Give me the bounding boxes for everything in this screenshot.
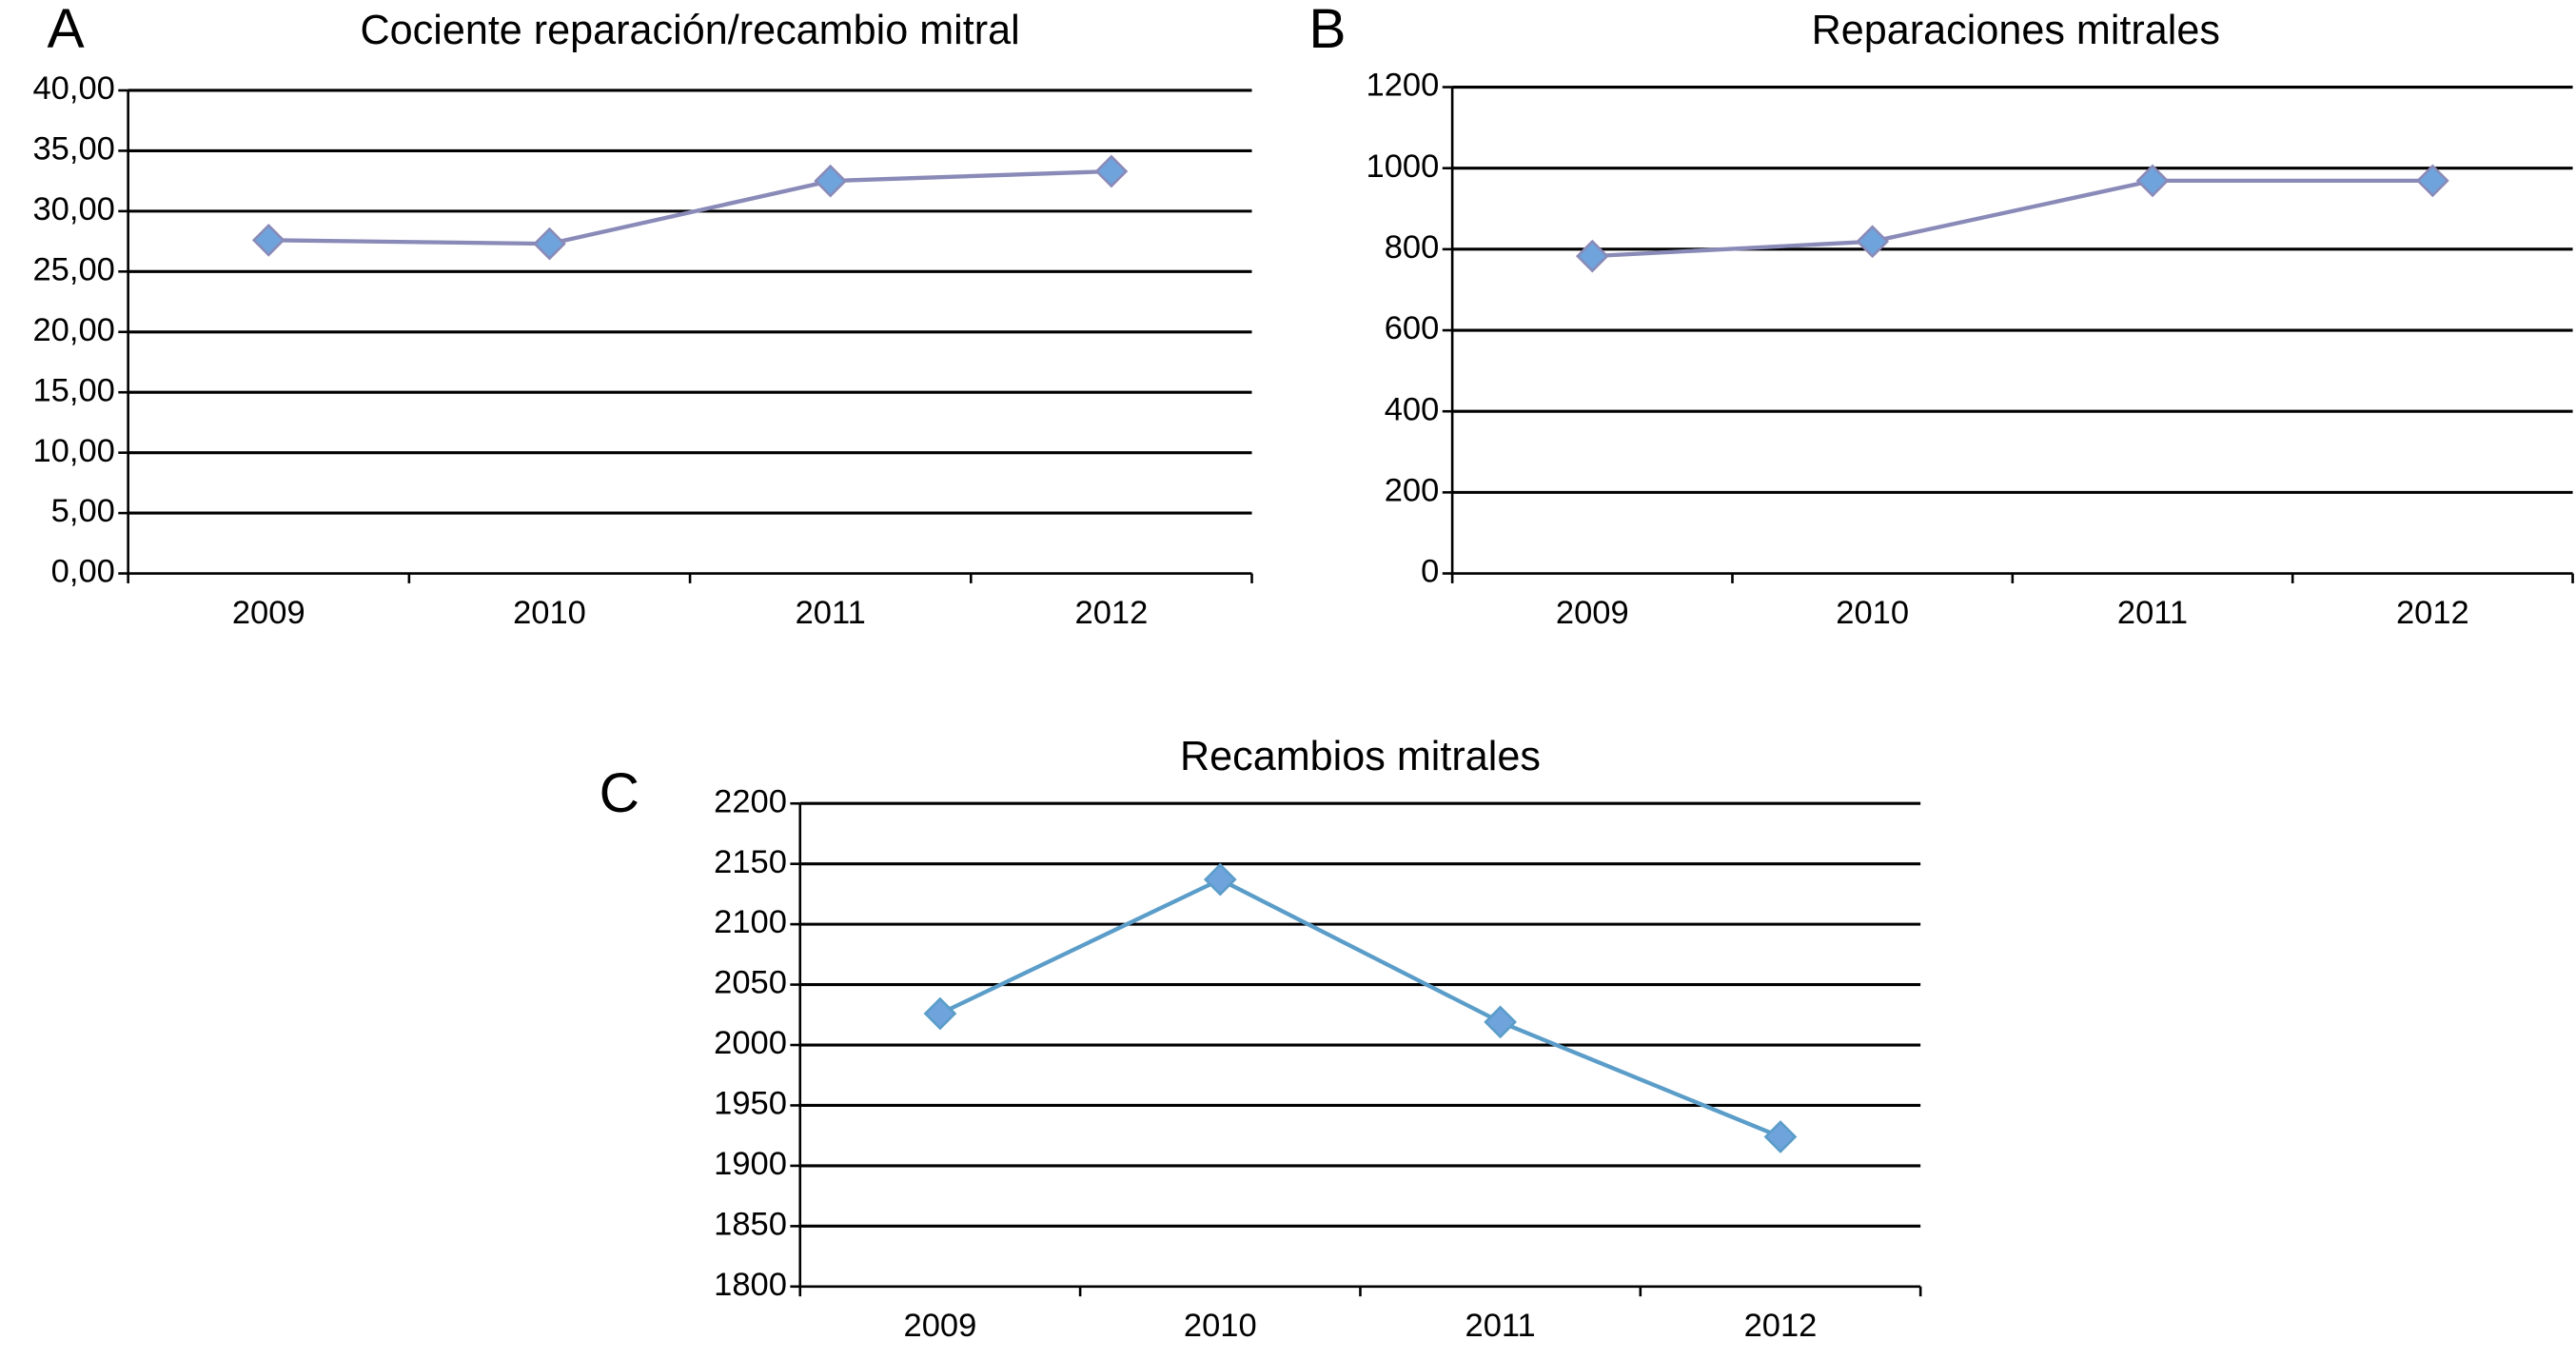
y-tick-label: 15,00 [32,372,114,408]
y-tick-label: 2000 [714,1025,787,1061]
y-tick-label: 10,00 [32,433,114,469]
x-tick-label: 2011 [796,595,866,631]
y-tick-label: 25,00 [32,251,114,287]
data-line [1592,178,2433,259]
data-point [533,227,566,261]
panel-label: C [600,762,639,824]
data-point [1203,862,1237,897]
panel-label: B [1308,0,1346,60]
panel-label: A [47,0,85,60]
y-tick-label: 1800 [714,1267,787,1303]
x-tick-label: 2012 [1744,1308,1818,1344]
x-tick-label: 2012 [1075,595,1149,631]
x-tick-label: 2011 [2117,595,2188,631]
y-tick-label: 1850 [714,1206,787,1242]
y-tick-label: 400 [1385,391,1440,427]
y-tick-label: 1900 [714,1146,787,1182]
y-tick-label: 2100 [714,904,787,940]
y-tick-label: 5,00 [51,493,115,529]
data-point [2135,164,2170,198]
y-tick-label: 2150 [714,844,787,880]
y-tick-label: 35,00 [32,131,114,168]
x-tick-label: 2012 [2396,595,2469,631]
x-tick-label: 2011 [1465,1308,1536,1344]
chart-title: Cociente reparación/recambio mitral [360,8,1019,53]
y-tick-label: 30,00 [32,191,114,227]
x-tick-label: 2010 [1184,1308,1257,1344]
data-point [1094,154,1129,188]
chart-title: Reparaciones mitrales [1812,8,2220,53]
y-tick-label: 1200 [1367,68,1440,104]
data-point [1856,225,1890,259]
x-tick-label: 2010 [513,595,586,631]
y-tick-label: 20,00 [32,312,114,348]
y-tick-label: 1000 [1367,148,1440,185]
y-tick-label: 0 [1421,554,1439,590]
y-tick-label: 2200 [714,783,787,819]
y-tick-label: 200 [1385,472,1440,508]
x-tick-label: 2009 [1556,595,1629,631]
y-tick-label: 2050 [714,965,787,1001]
data-point [1575,239,1609,273]
y-tick-label: 600 [1385,310,1440,346]
chart-title: Recambios mitrales [1180,734,1541,779]
data-point [1763,1120,1798,1153]
y-tick-label: 1950 [714,1086,787,1122]
x-tick-label: 2009 [904,1308,977,1344]
data-point [251,223,285,257]
data-point [923,996,957,1031]
data-point [2416,164,2449,198]
x-tick-label: 2009 [232,595,305,631]
data-line [268,168,1111,246]
data-point [814,164,848,198]
data-line [939,877,1781,1139]
x-tick-label: 2010 [1836,595,1909,631]
y-tick-label: 800 [1385,229,1440,266]
y-tick-label: 40,00 [32,70,114,107]
data-point [1484,1005,1518,1039]
y-tick-label: 0,00 [51,554,115,590]
